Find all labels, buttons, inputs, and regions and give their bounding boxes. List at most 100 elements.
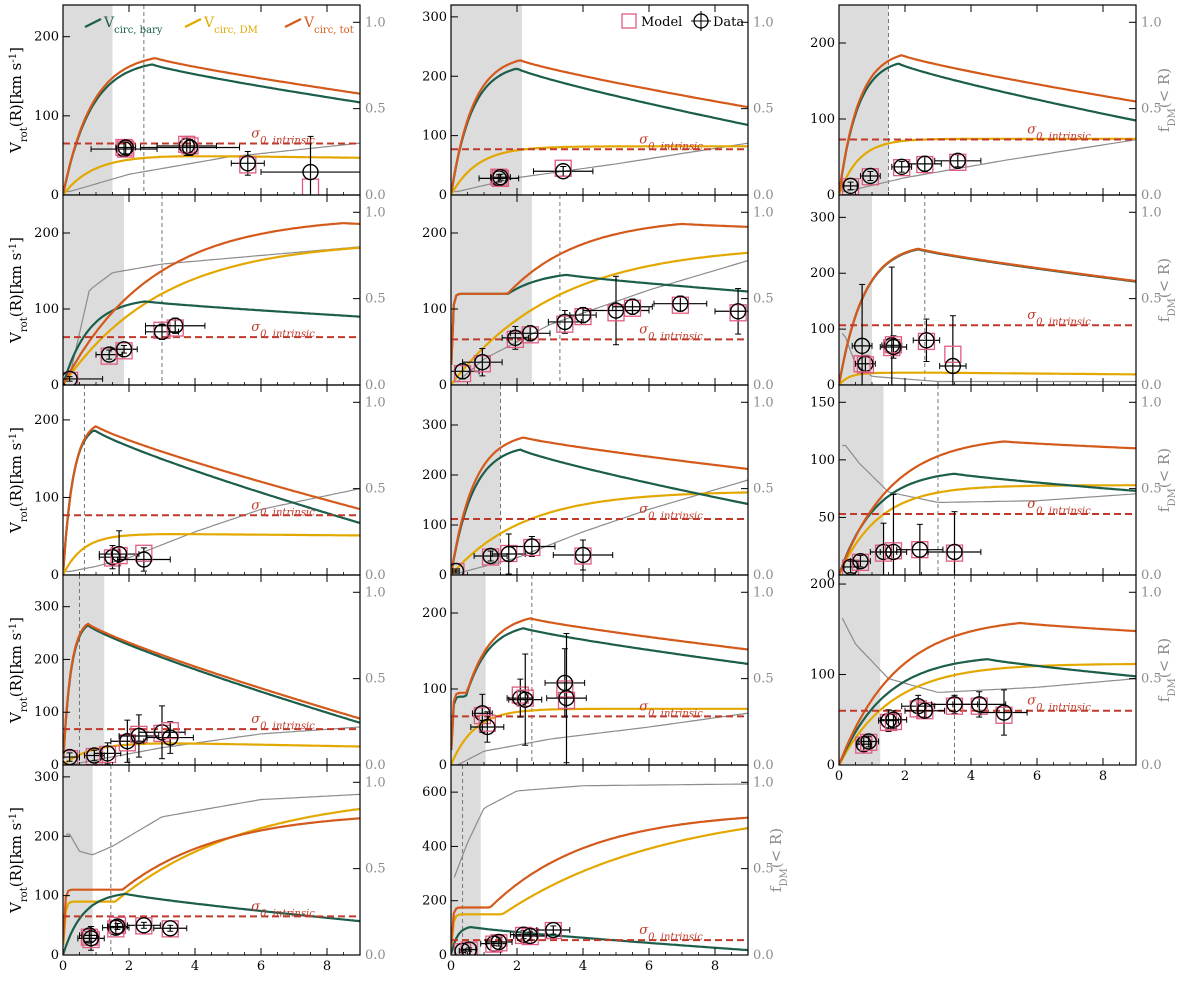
fdm-curve bbox=[842, 444, 1136, 503]
fdm-tick-label: 0.0 bbox=[753, 378, 774, 393]
fdm-tick-label: 0.0 bbox=[1141, 568, 1162, 583]
fdm-curve bbox=[66, 488, 360, 573]
y-axis-label: Vrot(R)[km s-1] bbox=[7, 237, 30, 344]
data-marker bbox=[555, 163, 572, 180]
vcirc-bary-curve bbox=[839, 472, 1136, 575]
y-tick-label: 100 bbox=[810, 668, 835, 683]
x-tick-label: 4 bbox=[579, 959, 587, 974]
fdm-tick-label: 0.5 bbox=[365, 862, 386, 877]
vcirc-dm-curve bbox=[451, 827, 748, 948]
panel-frame bbox=[838, 194, 1137, 386]
sigma-intrinsic-label: σ0, intrinsic bbox=[1027, 308, 1091, 328]
beam-shade bbox=[451, 5, 522, 195]
y-tick-label: 0 bbox=[51, 188, 59, 203]
panel-frame bbox=[62, 574, 361, 766]
y-tick-label: 100 bbox=[422, 129, 447, 144]
y-tick-label: 300 bbox=[34, 600, 59, 615]
panel-6: σ0, intrinsic 0 100 200 300 0.0 0.5 1.0 fDM(< R) bbox=[810, 194, 1178, 393]
y-tick-label: 0 bbox=[51, 948, 59, 963]
vcirc-dm-curve bbox=[63, 807, 360, 946]
fdm-tick-label: 1.0 bbox=[753, 585, 774, 600]
data-marker bbox=[517, 691, 534, 708]
y-axis-label: Vrot(R)[km s-1] bbox=[7, 427, 30, 534]
data-marker bbox=[479, 718, 496, 736]
data-marker bbox=[117, 139, 134, 156]
model-marker bbox=[884, 712, 903, 731]
y-tick-label: 200 bbox=[422, 468, 447, 483]
data-marker bbox=[574, 546, 592, 564]
legend-model-marker bbox=[621, 13, 637, 29]
y-tick-label: 50 bbox=[818, 510, 835, 525]
beam-shade bbox=[451, 195, 532, 385]
fdm-curve bbox=[66, 793, 360, 856]
fdm-tick-label: 0.0 bbox=[365, 378, 386, 393]
fdm-tick-label: 0.0 bbox=[365, 568, 386, 583]
x-tick-label: 8 bbox=[323, 959, 331, 974]
y-tick-label: 0 bbox=[439, 568, 447, 583]
vcirc-dm-curve bbox=[63, 246, 360, 385]
data-marker bbox=[515, 926, 532, 943]
data-marker bbox=[107, 919, 125, 936]
panel-frame bbox=[450, 574, 749, 766]
fdm-tick-label: 0.5 bbox=[1141, 672, 1162, 687]
model-marker bbox=[944, 345, 962, 363]
panel-5: σ0, intrinsic 0 100 200 0.0 0.5 1.0 bbox=[422, 194, 774, 393]
data-marker bbox=[482, 547, 499, 565]
y-tick-label: 200 bbox=[422, 606, 447, 621]
data-marker bbox=[729, 303, 747, 320]
fdm-tick-label: 0.5 bbox=[1141, 292, 1162, 307]
y-tick-label: 0 bbox=[827, 758, 835, 773]
model-marker bbox=[556, 315, 574, 333]
fdm-axis-label: fDM(< R) bbox=[767, 828, 790, 892]
sigma-intrinsic-label: σ0, intrinsic bbox=[1027, 123, 1091, 143]
fdm-tick-label: 0.0 bbox=[365, 758, 386, 773]
model-marker bbox=[995, 706, 1013, 724]
legend-line-swatch bbox=[184, 18, 202, 28]
fdm-tick-label: 0.0 bbox=[753, 758, 774, 773]
model-marker bbox=[556, 680, 574, 698]
data-marker bbox=[556, 313, 574, 331]
vcirc-bary-curve bbox=[451, 448, 748, 574]
model-marker bbox=[557, 691, 576, 710]
fdm-tick-label: 1.0 bbox=[1141, 15, 1162, 30]
y-tick-label: 200 bbox=[34, 30, 59, 45]
data-marker bbox=[162, 729, 179, 746]
fdm-tick-label: 1.0 bbox=[753, 15, 774, 30]
data-marker bbox=[490, 933, 508, 951]
y-tick-label: 400 bbox=[422, 839, 447, 854]
vcirc-tot-curve bbox=[451, 59, 748, 194]
model-marker bbox=[884, 336, 903, 354]
fdm-tick-label: 0.0 bbox=[365, 948, 386, 963]
y-tick-label: 100 bbox=[34, 705, 59, 720]
vcirc-tot-curve bbox=[451, 222, 748, 365]
y-tick-label: 0 bbox=[827, 378, 835, 393]
x-tick-label: 6 bbox=[257, 959, 265, 974]
vcirc-bary-curve bbox=[839, 248, 1136, 384]
data-marker bbox=[918, 332, 935, 349]
beam-shade bbox=[63, 765, 93, 955]
x-tick-label: 0 bbox=[835, 769, 843, 784]
fdm-tick-label: 0.5 bbox=[753, 482, 774, 497]
vcirc-tot-curve bbox=[451, 436, 748, 574]
fdm-tick-label: 0.0 bbox=[753, 948, 774, 963]
x-tick-label: 6 bbox=[1033, 769, 1041, 784]
x-tick-label: 8 bbox=[711, 959, 719, 974]
data-marker bbox=[522, 325, 539, 342]
data-marker bbox=[130, 727, 148, 745]
fdm-tick-label: 0.0 bbox=[1141, 378, 1162, 393]
data-marker bbox=[672, 295, 689, 312]
data-marker bbox=[492, 168, 509, 186]
x-tick-label: 4 bbox=[191, 959, 199, 974]
vcirc-tot-curve bbox=[63, 425, 360, 571]
beam-shade bbox=[839, 5, 889, 195]
fdm-tick-label: 1.0 bbox=[1141, 205, 1162, 220]
data-marker bbox=[545, 921, 562, 939]
data-marker bbox=[63, 370, 78, 385]
x-tick-label: 2 bbox=[513, 959, 521, 974]
y-tick-label: 200 bbox=[34, 413, 59, 428]
fdm-curve bbox=[842, 139, 1136, 193]
x-tick-label: 2 bbox=[901, 769, 909, 784]
data-marker bbox=[885, 338, 902, 356]
fdm-curve bbox=[454, 260, 748, 383]
model-marker bbox=[554, 159, 572, 177]
